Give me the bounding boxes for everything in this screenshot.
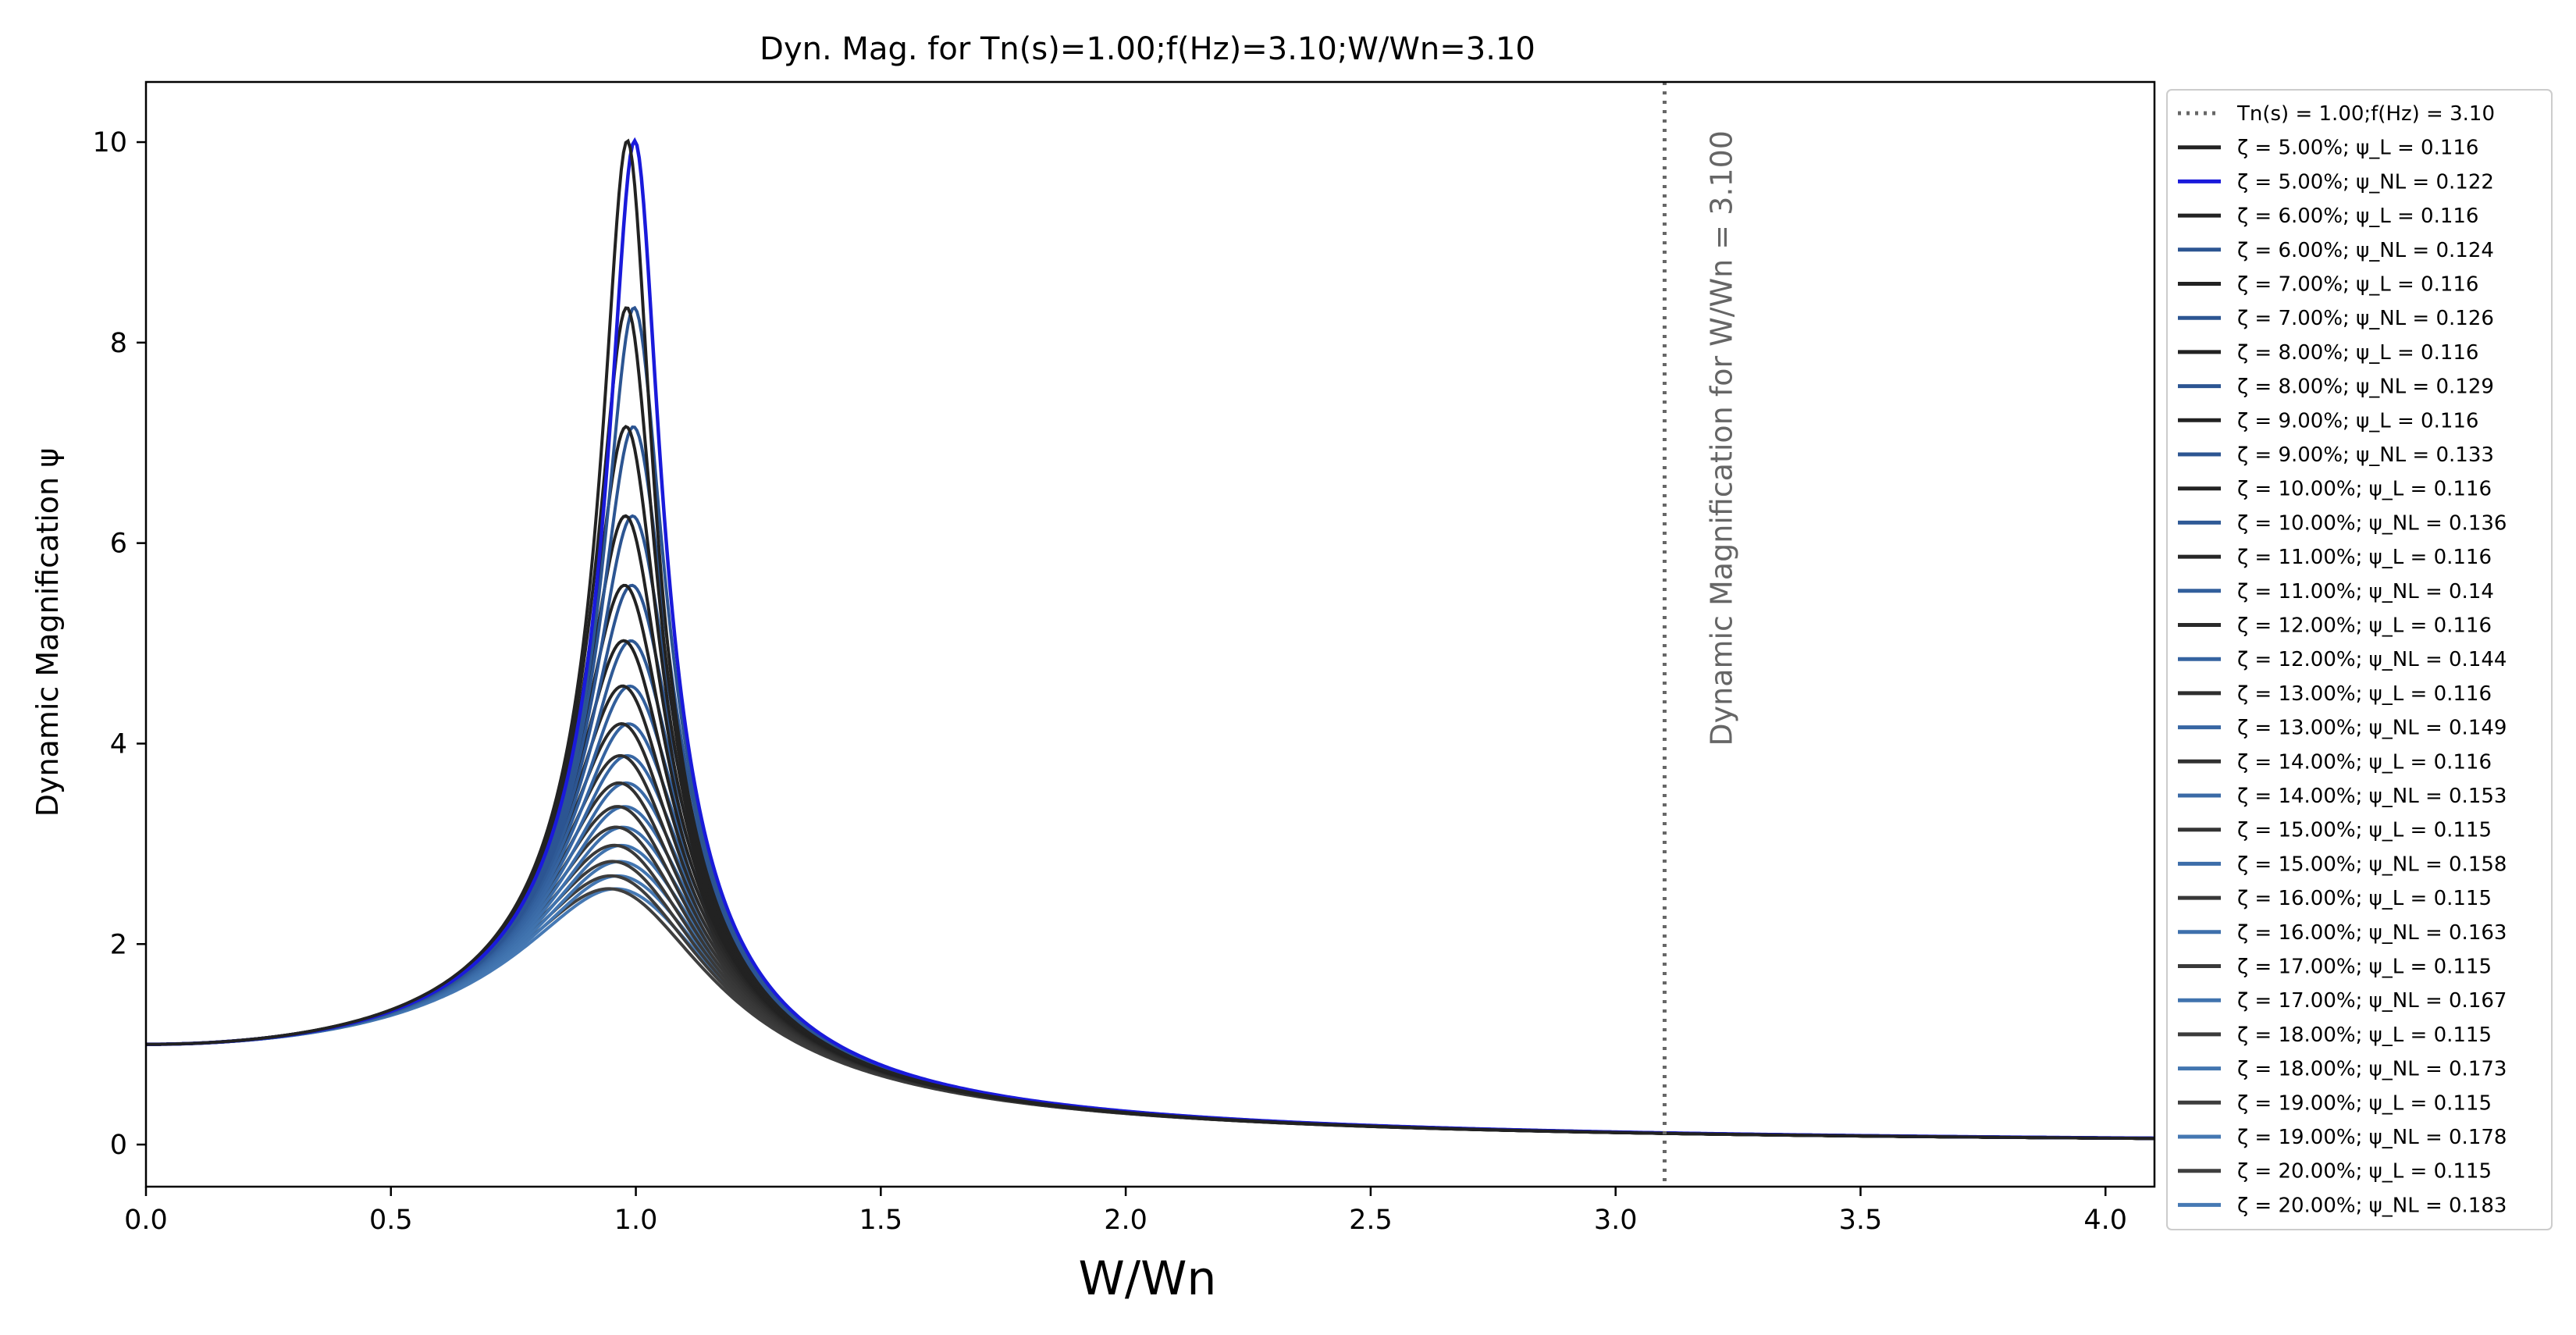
x-tick-label: 4.0 [2083, 1205, 2127, 1236]
legend-label: ζ = 20.00%; ψ_L = 0.115 [2237, 1160, 2492, 1184]
legend-label: ζ = 14.00%; ψ_L = 0.116 [2237, 750, 2492, 774]
legend-label: ζ = 16.00%; ψ_NL = 0.163 [2237, 921, 2507, 945]
plot-area-frame [144, 80, 2156, 1188]
legend-label: ζ = 8.00%; ψ_L = 0.116 [2237, 341, 2478, 365]
legend-label: ζ = 12.00%; ψ_NL = 0.144 [2237, 648, 2507, 671]
y-tick-label: 0 [110, 1130, 127, 1161]
series-layer [146, 137, 2154, 1141]
legend-label: ζ = 17.00%; ψ_L = 0.115 [2237, 956, 2492, 979]
chart-title: Dyn. Mag. for Tn(s)=1.00;f(Hz)=3.10;W/Wn… [760, 31, 1535, 67]
legend-label: ζ = 16.00%; ψ_L = 0.115 [2237, 887, 2492, 910]
legend-label: ζ = 19.00%; ψ_NL = 0.178 [2237, 1126, 2507, 1149]
x-axis-title: W/Wn [1079, 1251, 1217, 1306]
y-tick-label: 6 [110, 529, 127, 560]
legend-label: ζ = 11.00%; ψ_L = 0.116 [2237, 546, 2492, 569]
x-tick-label: 0.0 [124, 1205, 168, 1236]
legend-label: ζ = 9.00%; ψ_NL = 0.133 [2237, 443, 2494, 467]
x-tick-label: 3.5 [1839, 1205, 1883, 1236]
legend-label: ζ = 6.00%; ψ_NL = 0.124 [2237, 239, 2494, 262]
legend-label: ζ = 5.00%; ψ_L = 0.116 [2237, 137, 2478, 160]
legend-label: ζ = 5.00%; ψ_NL = 0.122 [2237, 170, 2494, 194]
x-tick-label: 3.0 [1594, 1205, 1638, 1236]
legend-label: ζ = 7.00%; ψ_NL = 0.126 [2237, 307, 2494, 330]
legend-label: ζ = 10.00%; ψ_NL = 0.136 [2237, 511, 2507, 535]
legend-label: ζ = 7.00%; ψ_L = 0.116 [2237, 273, 2478, 297]
x-tick-label: 1.0 [614, 1205, 658, 1236]
legend-label: ζ = 15.00%; ψ_L = 0.115 [2237, 819, 2492, 842]
legend-label: ζ = 18.00%; ψ_L = 0.115 [2237, 1024, 2492, 1047]
y-tick-label: 10 [92, 127, 127, 158]
legend-label: ζ = 14.00%; ψ_NL = 0.153 [2237, 785, 2507, 808]
y-tick-label: 4 [110, 728, 127, 760]
legend-label: ζ = 12.00%; ψ_L = 0.116 [2237, 614, 2492, 638]
legend-label: ζ = 17.00%; ψ_NL = 0.167 [2237, 989, 2507, 1013]
legend-label: ζ = 20.00%; ψ_NL = 0.183 [2237, 1194, 2507, 1217]
y-axis: 0 2 4 6 8 10 [92, 127, 146, 1161]
legend-label: ζ = 13.00%; ψ_L = 0.116 [2237, 682, 2492, 706]
legend-label-reference: Tn(s) = 1.00;f(Hz) = 3.10 [2236, 102, 2495, 126]
y-axis-title: Dynamic Magnification ψ [30, 448, 65, 817]
legend-label: ζ = 11.00%; ψ_NL = 0.14 [2237, 580, 2494, 603]
reference-line-annotation: Dynamic Magnification for W/Wn = 3.100 [1704, 130, 1738, 746]
x-tick-label: 1.5 [859, 1205, 903, 1236]
x-axis: 0.0 0.5 1.0 1.5 2.0 2.5 3.0 3.5 4.0 [124, 1187, 2127, 1236]
x-tick-label: 2.0 [1104, 1205, 1147, 1236]
legend: Tn(s) = 1.00;f(Hz) = 3.10 ζ = 5.00%; ψ_L … [2166, 89, 2553, 1230]
legend-label: ζ = 8.00%; ψ_NL = 0.129 [2237, 376, 2494, 399]
legend-label: ζ = 18.00%; ψ_NL = 0.173 [2237, 1058, 2507, 1081]
legend-label: ζ = 6.00%; ψ_L = 0.116 [2237, 205, 2478, 228]
legend-label: ζ = 15.00%; ψ_NL = 0.158 [2237, 853, 2507, 876]
legend-items: Tn(s) = 1.00;f(Hz) = 3.10 ζ = 5.00%; ψ_L … [2178, 102, 2507, 1217]
legend-label: ζ = 19.00%; ψ_L = 0.115 [2237, 1091, 2492, 1115]
x-tick-label: 0.5 [369, 1205, 413, 1236]
x-tick-label: 2.5 [1349, 1205, 1393, 1236]
series-line-linear-zeta-5 [146, 138, 2154, 1141]
y-tick-label: 8 [110, 328, 127, 359]
legend-box [2166, 89, 2553, 1230]
legend-label: ζ = 10.00%; ψ_L = 0.116 [2237, 478, 2492, 501]
legend-label: ζ = 9.00%; ψ_L = 0.116 [2237, 409, 2478, 433]
legend-label: ζ = 13.00%; ψ_NL = 0.149 [2237, 717, 2507, 740]
y-tick-label: 2 [110, 929, 127, 960]
